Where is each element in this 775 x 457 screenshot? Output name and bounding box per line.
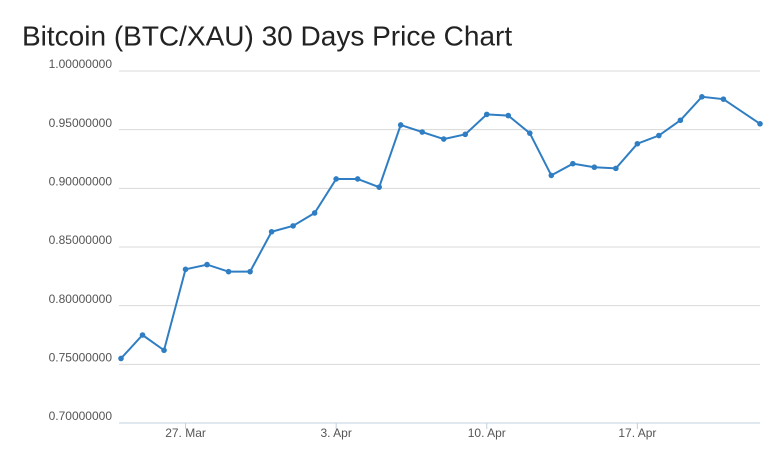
y-tick-label: 0.75000000: [49, 351, 113, 365]
y-tick-label: 0.85000000: [49, 233, 113, 247]
data-point: [699, 94, 705, 100]
data-point: [268, 228, 275, 235]
data-point: [526, 130, 533, 136]
data-point: [483, 111, 490, 118]
data-point: [225, 268, 232, 275]
data-point: [591, 164, 598, 171]
y-tick-label: 1.00000000: [49, 57, 113, 71]
y-tick-label: 0.70000000: [49, 409, 113, 423]
data-point: [677, 117, 684, 124]
chart-title: Bitcoin (BTC/XAU) 30 Days Price Chart: [22, 20, 512, 51]
data-point: [333, 176, 339, 182]
data-point: [570, 160, 576, 167]
data-point: [118, 355, 124, 362]
data-point: [505, 112, 512, 119]
data-point: [613, 165, 619, 172]
data-point: [462, 131, 469, 138]
data-point: [311, 210, 318, 216]
data-point: [720, 96, 727, 102]
data-point: [290, 223, 296, 229]
data-point: [139, 332, 146, 338]
data-point: [354, 176, 361, 182]
data-point: [397, 122, 404, 128]
data-point: [757, 121, 763, 127]
data-point: [376, 184, 382, 190]
data-point: [182, 266, 189, 273]
data-point: [440, 136, 447, 142]
x-tick-label: 3. Apr: [320, 426, 351, 440]
data-point: [656, 132, 662, 139]
series-line: [120, 95, 761, 360]
data-point: [548, 172, 555, 179]
data-point: [419, 129, 426, 135]
y-tick-label: 0.95000000: [49, 116, 113, 130]
data-point: [634, 140, 641, 147]
x-tick-label: 17. Apr: [618, 426, 656, 440]
x-tick-label: 27. Mar: [165, 426, 206, 440]
data-point: [247, 268, 253, 275]
y-tick-label: 0.90000000: [49, 175, 113, 189]
data-point: [161, 347, 167, 354]
data-point: [204, 261, 210, 268]
y-tick-label: 0.80000000: [49, 292, 113, 306]
x-tick-label: 10. Apr: [468, 426, 506, 440]
